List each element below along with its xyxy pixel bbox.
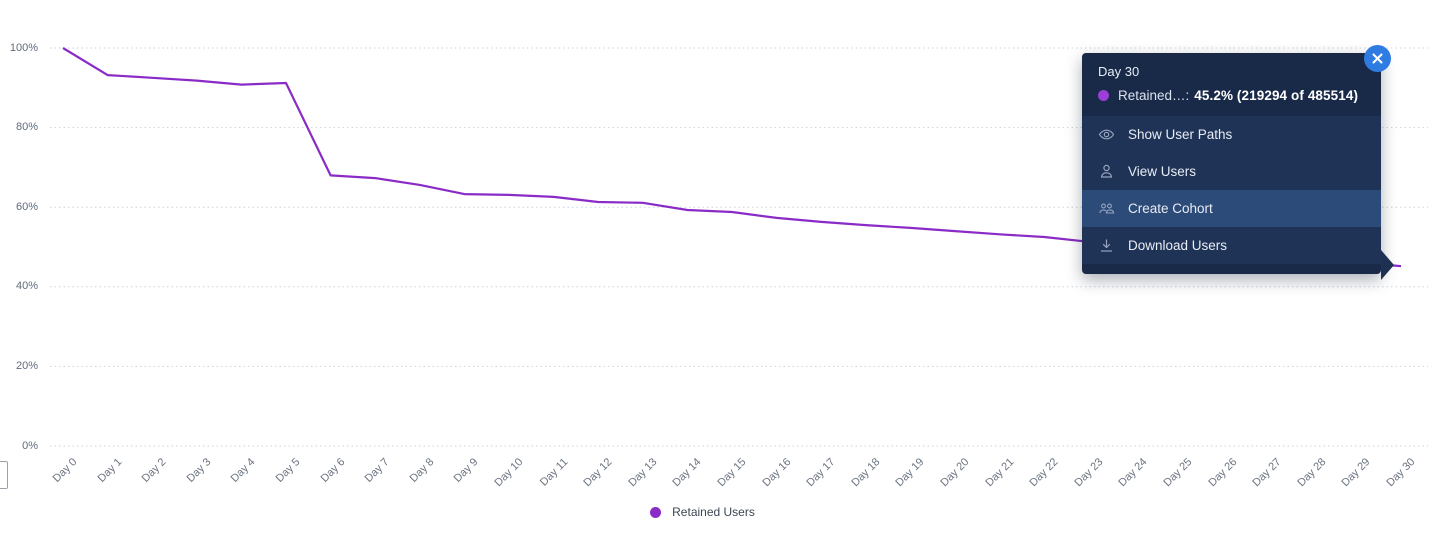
menu-item-label: Create Cohort xyxy=(1128,201,1213,216)
legend-dot-icon xyxy=(650,506,662,518)
tooltip-menu: Show User Paths View Users xyxy=(1082,116,1381,264)
menu-item-label: Show User Paths xyxy=(1128,127,1233,142)
close-icon xyxy=(1372,53,1383,64)
series-value: 45.2% (219294 of 485514) xyxy=(1194,88,1359,103)
y-tick-label: 0% xyxy=(22,439,38,452)
tooltip-series-row: Retained…: 45.2% (219294 of 485514) xyxy=(1098,88,1365,103)
users-group-icon xyxy=(1098,200,1115,217)
legend-label: Retained Users xyxy=(672,505,755,519)
y-tick-label: 60% xyxy=(15,200,38,213)
edge-clipped-box xyxy=(0,461,8,489)
eye-icon xyxy=(1098,126,1115,143)
series-dot-icon xyxy=(1098,90,1109,101)
legend[interactable]: Retained Users xyxy=(0,505,1405,519)
menu-item-label: Download Users xyxy=(1128,238,1228,253)
series-label: Retained…: xyxy=(1118,88,1190,103)
tooltip-title: Day 30 xyxy=(1098,64,1140,79)
tooltip-caret xyxy=(1381,250,1394,280)
y-tick-label: 100% xyxy=(9,41,38,54)
user-icon xyxy=(1098,163,1115,180)
y-tick-label: 40% xyxy=(15,280,38,293)
day30-tooltip: Day 30 Retained…: 45.2% (219294 of 48551… xyxy=(1082,45,1394,280)
menu-item-download-users[interactable]: Download Users xyxy=(1082,227,1381,264)
menu-item-create-cohort[interactable]: Create Cohort xyxy=(1082,190,1381,227)
tooltip-header: Day 30 Retained…: 45.2% (219294 of 48551… xyxy=(1082,53,1381,116)
close-button[interactable] xyxy=(1364,45,1391,72)
y-tick-label: 20% xyxy=(15,359,38,372)
menu-item-label: View Users xyxy=(1128,164,1197,179)
y-tick-label: 80% xyxy=(15,121,38,134)
menu-item-view-users[interactable]: View Users xyxy=(1082,153,1381,190)
menu-item-show-user-paths[interactable]: Show User Paths xyxy=(1082,116,1381,153)
download-icon xyxy=(1098,237,1115,254)
